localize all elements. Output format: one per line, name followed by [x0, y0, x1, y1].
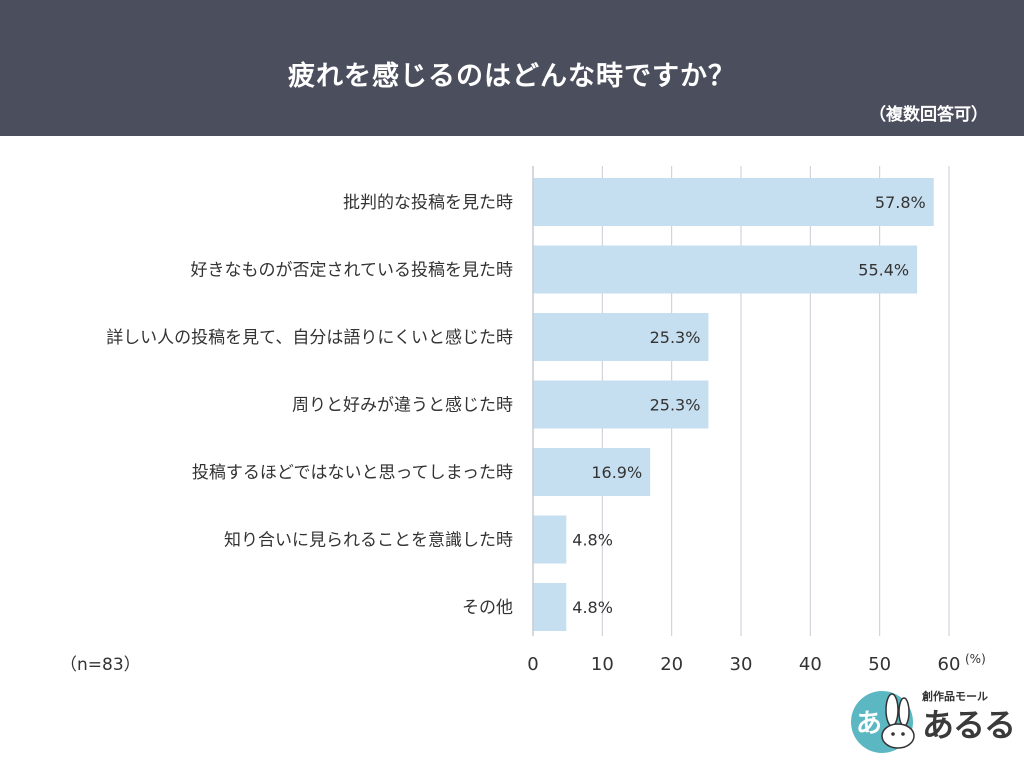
category-label: 知り合いに見られることを意識した時 [224, 531, 513, 551]
bar [533, 380, 709, 429]
x-tick-label: 0 [527, 654, 538, 672]
x-tick-label: 50 [868, 654, 891, 672]
category-label: 詳しい人の投稿を見て、自分は語りにくいと感じた時 [106, 328, 513, 348]
bar [533, 313, 709, 361]
chart-subtitle: （複数回答可） [869, 105, 988, 125]
bar [533, 448, 651, 496]
x-tick-label: 30 [730, 654, 753, 672]
value-label: 16.9% [591, 463, 642, 482]
logo-tagline: 創作品モール [922, 690, 988, 703]
value-label: 25.3% [650, 328, 701, 347]
x-axis-unit: (%) [965, 652, 986, 666]
rabbit-logo-icon: あ [851, 691, 915, 753]
value-label: 25.3% [650, 396, 701, 415]
category-label: 周りと好みが違うと感じた時 [292, 396, 513, 416]
bar [533, 178, 934, 226]
chart-title: 疲れを感じるのはどんな時ですか？ [288, 61, 736, 92]
x-tick-label: 40 [799, 654, 822, 672]
value-label: 4.8% [572, 531, 613, 550]
x-tick-label: 10 [591, 654, 614, 672]
header-bar: 疲れを感じるのはどんな時ですか？ （複数回答可） [0, 0, 1024, 136]
value-label: 57.8% [875, 193, 926, 212]
bar [533, 515, 567, 564]
category-label: 批判的な投稿を見た時 [343, 193, 513, 213]
bar [533, 583, 567, 631]
bar [533, 245, 918, 294]
category-label: 投稿するほどではないと思ってしまった時 [192, 463, 513, 483]
category-label: その他 [462, 598, 513, 618]
category-label: 好きなものが否定されている投稿を見た時 [191, 261, 514, 281]
x-tick-label: 60 [938, 654, 961, 672]
x-tick-label: 20 [660, 654, 683, 672]
sample-size-label: （n=83） [60, 655, 141, 675]
bar-chart: 0 10 20 30 40 50 60 (%) 批判的な投稿を見た時 57.8% 好きなものが否定さ… [106, 166, 986, 672]
value-label: 55.4% [858, 261, 909, 280]
value-label: 4.8% [572, 598, 613, 617]
logo-name: あるる [922, 706, 1016, 744]
logo-mark-text: あ [856, 709, 882, 739]
